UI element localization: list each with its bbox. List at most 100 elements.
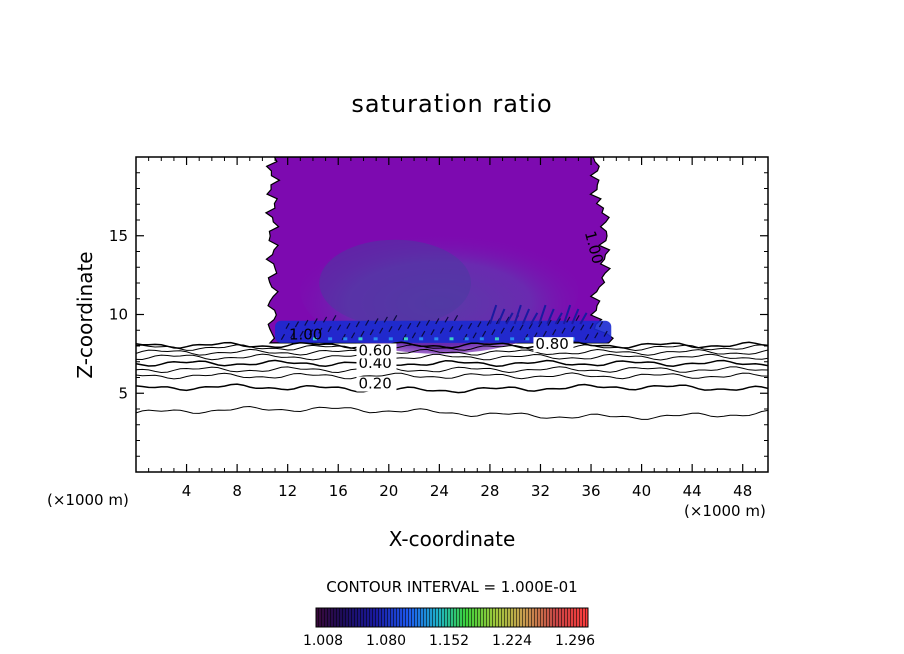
turbulence-highlight [479, 337, 484, 341]
turbulence-stroke [589, 322, 594, 329]
contour-label: 0.40 [358, 354, 391, 372]
contour-line [136, 341, 768, 349]
contour-lines [136, 341, 768, 420]
turbulence-stroke [336, 324, 342, 331]
colorbar-tick-label: 1.152 [429, 633, 469, 649]
turbulence-stroke [299, 330, 304, 337]
turbulence-stroke [510, 326, 515, 333]
turbulence-stroke [430, 329, 435, 336]
x-tick-label: 44 [683, 482, 702, 500]
turbulence-stroke [491, 329, 496, 336]
turbulence-spike [497, 308, 506, 325]
turbulence-stroke [598, 321, 604, 328]
colorbar-tick-label: 1.296 [555, 633, 595, 649]
turbulence-stroke [519, 324, 524, 331]
turbulence-stroke [439, 327, 445, 334]
turbulence-spike [488, 304, 498, 325]
turbulence-stroke [421, 330, 426, 337]
turbulence-highlight [494, 337, 499, 341]
turbulence-stroke [318, 327, 323, 334]
x-unit-right: (×1000 m) [684, 502, 766, 520]
x-axis-ticks: 4 8 12 16 20 24 28 32 36 40 44 48 [148, 157, 756, 500]
turbulence-stroke [458, 324, 463, 331]
x-tick-label: 24 [430, 482, 449, 500]
plot-area [136, 157, 768, 420]
turbulence-stroke [547, 319, 552, 326]
turbulence-spike [546, 308, 555, 325]
y-tick-label: 10 [109, 306, 128, 324]
turbulence-stroke [477, 321, 482, 328]
contour-line [136, 383, 768, 394]
turbulence-stroke [542, 330, 547, 337]
contour-line [136, 348, 768, 356]
contour-line [136, 359, 768, 368]
turbulence-stroke [313, 318, 318, 325]
turbulence-highlight [449, 337, 454, 341]
y-tick-label: 15 [109, 227, 128, 245]
turbulence-stroke [453, 314, 459, 322]
colorbar-frame [315, 607, 589, 628]
turbulence-stroke [481, 330, 487, 337]
turbulence-spike [530, 312, 539, 325]
turbulence-stroke [575, 314, 580, 322]
x-tick-label: 8 [232, 482, 242, 500]
turbulence-stroke [603, 330, 608, 337]
turbulence-stroke [290, 332, 295, 339]
turbulence-stroke [341, 333, 346, 340]
turbulence-stroke [486, 319, 491, 326]
turbulence-stroke [449, 326, 454, 333]
cloud-base-band [275, 320, 612, 343]
turbulence-highlight [510, 337, 515, 341]
turbulence-stroke [369, 329, 374, 336]
turbulence-highlight [434, 337, 439, 341]
turbulence-stroke [444, 316, 449, 323]
turbulence-stroke [505, 316, 510, 323]
contour-label: 0.20 [358, 375, 391, 393]
turbulence-stroke [374, 318, 379, 325]
x-tick-label: 4 [182, 482, 192, 500]
contour-line [136, 372, 768, 380]
turbulence-stroke [561, 327, 566, 334]
turbulence-stroke [327, 326, 332, 333]
turbulence-highlight [525, 337, 530, 341]
turbulence-stroke [350, 332, 356, 339]
turbulence-spike [538, 304, 547, 325]
contour-label-bg [356, 343, 397, 359]
turbulence-stroke [570, 326, 576, 333]
turbulence-stroke [407, 322, 412, 329]
x-tick-label: 28 [480, 482, 499, 500]
turbulence-stroke [467, 322, 473, 329]
turbulence-stroke [388, 326, 393, 333]
turbulence-highlight [343, 337, 348, 341]
turbulence-stroke [346, 322, 351, 329]
turbulence-spike [513, 304, 522, 325]
turbulence-highlight [312, 337, 317, 341]
turbulence-stroke [304, 319, 309, 326]
contour-label-bg [533, 337, 574, 353]
turbulence-highlight [388, 337, 393, 341]
y-axis-ticks: 5 10 15 [109, 172, 768, 457]
contour-label-bg [356, 376, 397, 392]
turbulence-spike [579, 312, 588, 325]
contour-interval-text: CONTOUR INTERVAL = 1.000E-01 [326, 578, 577, 596]
turbulence-stroke [294, 321, 300, 328]
turbulence-highlight [358, 337, 363, 341]
turbulence-highlight [464, 337, 469, 341]
x-unit-left: (×1000 m) [47, 491, 129, 509]
colorbar: 1.008 1.080 1.152 1.224 1.296 [303, 607, 595, 649]
turbulence-stroke [425, 319, 431, 326]
turbulence-stroke [500, 327, 505, 334]
turbulence-spike [571, 308, 580, 325]
cloud-region [264, 157, 615, 354]
turbulence-stroke [594, 332, 599, 339]
turbulence-stroke [285, 322, 290, 329]
turbulence-spike [521, 308, 531, 325]
turbulence-stroke [355, 321, 360, 328]
turbulence-stroke [435, 318, 440, 325]
turbulence-stroke [365, 319, 370, 326]
turbulence-stroke [416, 321, 421, 328]
x-tick-label: 40 [632, 482, 651, 500]
turbulence-stroke [556, 318, 561, 325]
turbulence-stroke [584, 333, 590, 340]
